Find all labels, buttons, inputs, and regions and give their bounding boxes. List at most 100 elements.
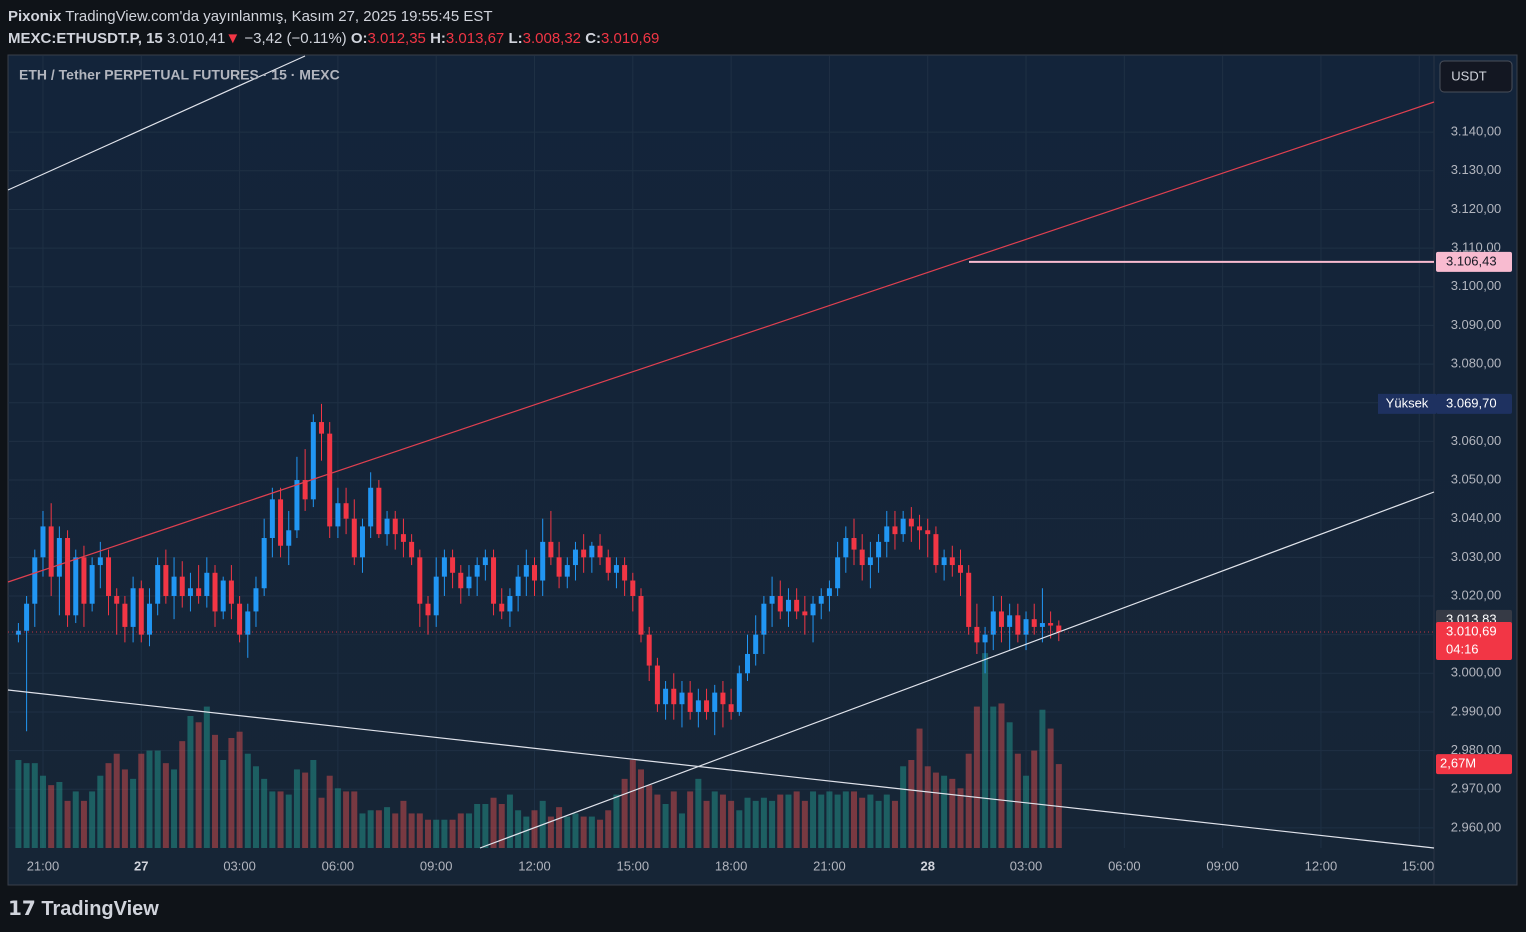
candle-body bbox=[417, 557, 423, 604]
volume-bar bbox=[736, 810, 743, 848]
candle-body bbox=[859, 549, 865, 566]
currency: USDT bbox=[1451, 68, 1486, 83]
candle-body bbox=[556, 557, 562, 577]
candle-body bbox=[638, 595, 644, 635]
y-tick-label: 3.120,00 bbox=[1451, 201, 1502, 216]
y-tick-label: 3.000,00 bbox=[1451, 665, 1502, 680]
o-key: O: bbox=[350, 30, 368, 47]
y-tick-label: 3.030,00 bbox=[1451, 549, 1502, 564]
price-tag-label: 3.106,43 bbox=[1446, 253, 1497, 268]
candle-body bbox=[327, 433, 333, 527]
trend-line bbox=[7, 689, 1435, 849]
chart: 2.960,00 2.970,00 2.980,00 2.990,00 3.000,00… bbox=[7, 54, 1518, 886]
x-tick-label: 15:00 bbox=[617, 858, 650, 873]
x-tick-label: 15:00 bbox=[1402, 858, 1435, 873]
volume-bar bbox=[965, 753, 972, 848]
volume-bar bbox=[850, 791, 857, 848]
candle-body bbox=[974, 626, 980, 643]
volume-bar bbox=[777, 794, 784, 848]
volume-bar bbox=[449, 819, 456, 848]
candle-body bbox=[491, 557, 497, 604]
volume-bar bbox=[678, 813, 685, 848]
volume-bar bbox=[1014, 753, 1021, 848]
price-tag bbox=[1436, 754, 1512, 775]
candle-body bbox=[622, 565, 628, 581]
volume-bar bbox=[990, 706, 997, 848]
price-tag bbox=[1436, 251, 1512, 272]
y-tick-label: 3.140,00 bbox=[1451, 124, 1502, 139]
candle-body bbox=[179, 576, 185, 596]
volume-bar bbox=[957, 788, 964, 848]
header-line2: MEXC:ETHUSDT.P, 15 3.010,41▼ −3,42 (−0.1… bbox=[8, 28, 659, 50]
volume-bar bbox=[654, 794, 661, 848]
candle-body bbox=[957, 565, 963, 573]
volume-bar bbox=[138, 753, 145, 848]
candle-body bbox=[843, 538, 849, 558]
candle-body bbox=[933, 534, 939, 566]
volume-bar bbox=[703, 800, 710, 848]
volume-bar bbox=[269, 791, 276, 848]
y-tick-label: 2.990,00 bbox=[1451, 703, 1502, 718]
y-tick-label: 3.100,00 bbox=[1451, 278, 1502, 293]
volume-bar bbox=[482, 804, 489, 848]
candle-body bbox=[466, 576, 472, 589]
candle-body bbox=[1056, 625, 1062, 632]
price-tag-label: 3.069,70 bbox=[1446, 395, 1497, 410]
volume-bar bbox=[613, 794, 620, 848]
volume-bar bbox=[392, 813, 399, 848]
candle-body bbox=[835, 557, 841, 589]
volume-bar bbox=[924, 766, 931, 848]
candle-body bbox=[81, 557, 87, 604]
candle-body bbox=[146, 603, 152, 635]
volume-bar bbox=[588, 816, 595, 848]
volume-bar bbox=[670, 791, 677, 848]
volume-layer bbox=[15, 653, 1062, 848]
arrow: ▼ bbox=[225, 30, 241, 47]
volume-bar bbox=[932, 772, 939, 848]
candle-body bbox=[1031, 619, 1037, 627]
candle-body bbox=[499, 603, 505, 612]
x-tick-label: 21:00 bbox=[813, 858, 846, 873]
candle-body bbox=[761, 603, 767, 635]
volume-bar bbox=[457, 813, 464, 848]
price-tag bbox=[1436, 621, 1512, 660]
candle-body bbox=[851, 538, 857, 550]
volume-bar bbox=[523, 816, 530, 848]
volume-bar bbox=[351, 791, 358, 848]
header-line1: Pixonix TradingView.com'da yayınlanmış, … bbox=[8, 6, 659, 28]
candle-body bbox=[589, 545, 595, 558]
candle-body bbox=[1023, 619, 1029, 635]
volume-bar bbox=[277, 791, 284, 848]
x-tick-label: 12:00 bbox=[1305, 858, 1338, 873]
candle-body bbox=[163, 565, 169, 596]
volume-bar bbox=[547, 816, 554, 848]
candle-body bbox=[785, 599, 791, 612]
x-tick-label: 03:00 bbox=[223, 858, 256, 873]
volume-bar bbox=[293, 769, 300, 848]
candle-body bbox=[441, 557, 447, 577]
volume-bar bbox=[375, 810, 382, 848]
candle-body bbox=[712, 692, 718, 712]
candle-body bbox=[736, 673, 742, 712]
candle-body bbox=[73, 557, 79, 616]
candle-body bbox=[384, 518, 390, 535]
candle-body bbox=[310, 422, 316, 500]
candle-body bbox=[548, 541, 554, 558]
volume-bar bbox=[367, 810, 374, 848]
volume-bar bbox=[1023, 775, 1030, 848]
volume-bar bbox=[801, 800, 808, 848]
volume-bar bbox=[187, 716, 194, 848]
candle-body bbox=[302, 480, 308, 500]
volume-bar bbox=[425, 819, 432, 848]
y-tick-label: 3.050,00 bbox=[1451, 471, 1502, 486]
volume-bar bbox=[605, 810, 612, 848]
volume-bar bbox=[400, 800, 407, 848]
price-tag-label: 3.010,69 bbox=[1446, 623, 1497, 638]
volume-bar bbox=[72, 791, 79, 848]
header: Pixonix TradingView.com'da yayınlanmış, … bbox=[8, 6, 659, 50]
symbol: MEXC:ETHUSDT.P, 15 bbox=[8, 30, 163, 47]
candle-body bbox=[990, 611, 996, 635]
volume-bar bbox=[56, 782, 63, 848]
volume-bar bbox=[441, 819, 448, 848]
overlay: 2.960,00 2.970,00 2.980,00 2.990,00 3.000,00… bbox=[8, 124, 1512, 873]
